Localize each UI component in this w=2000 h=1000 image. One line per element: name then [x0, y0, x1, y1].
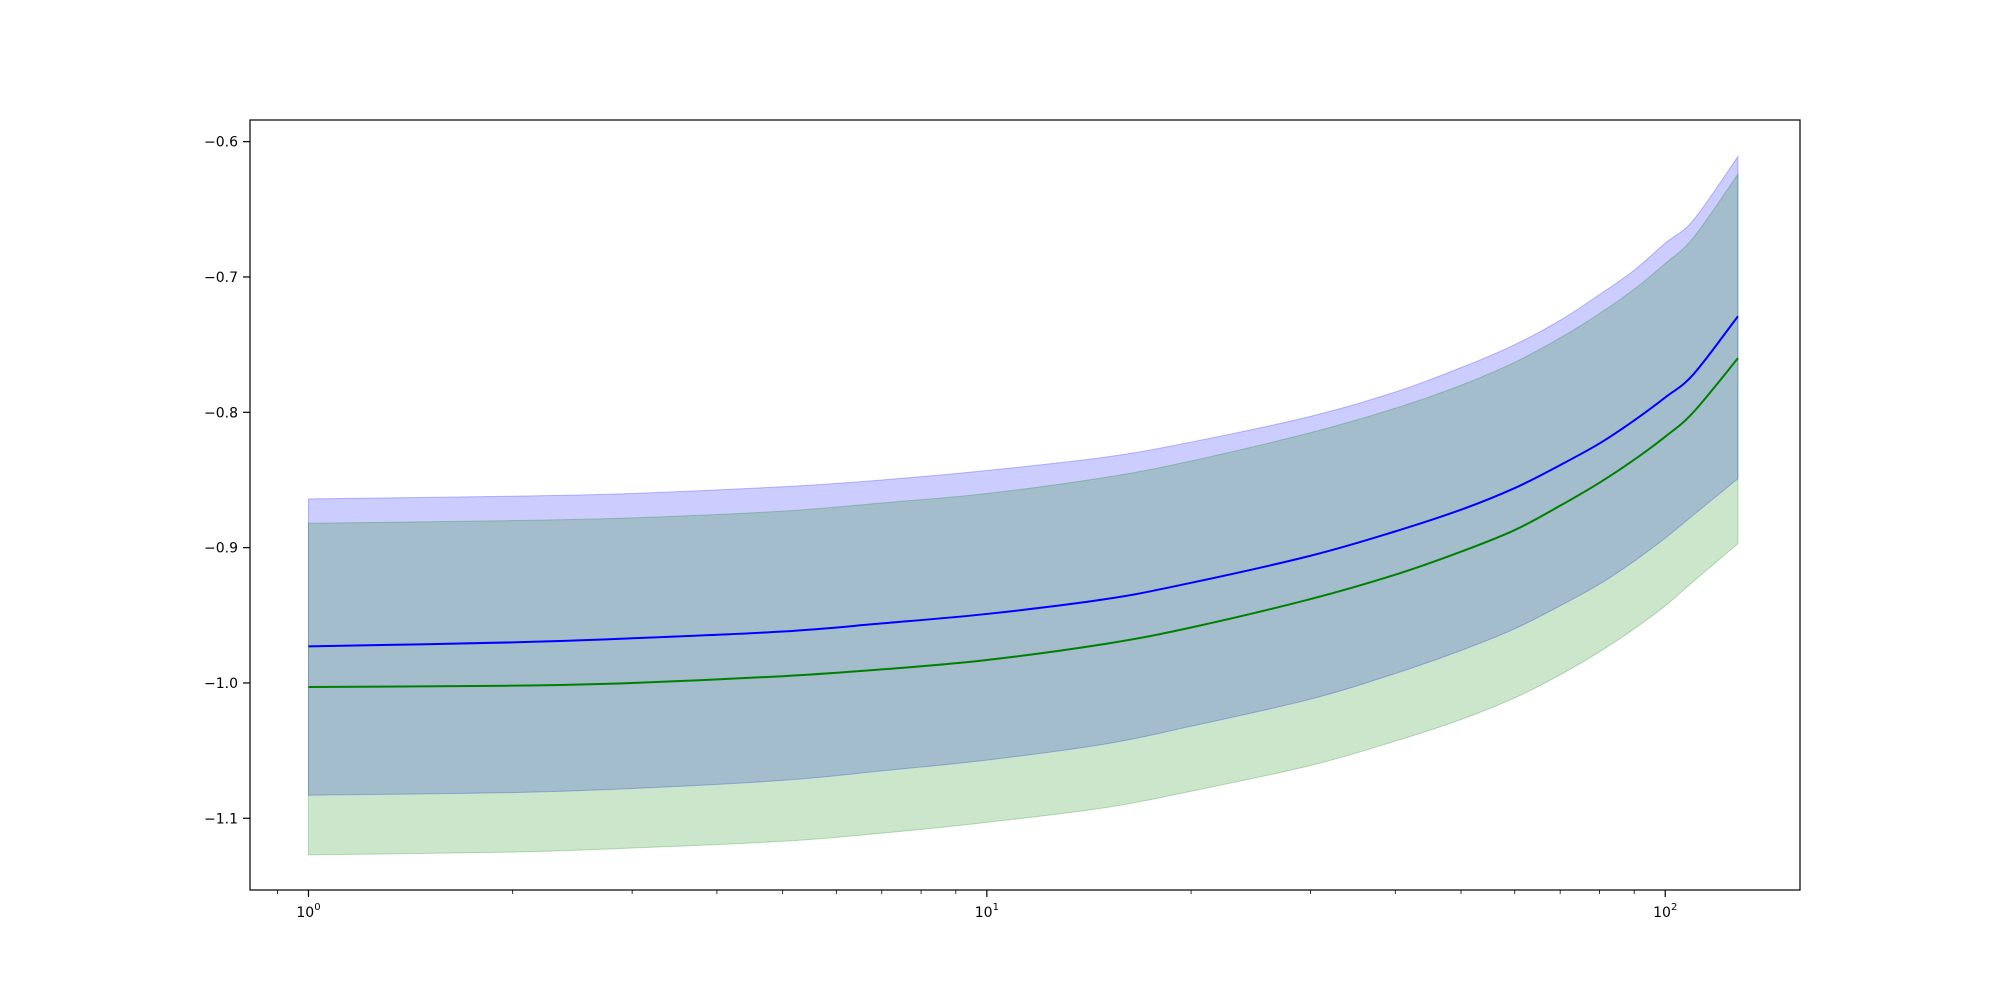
y-tick-label-3: −0.9: [204, 541, 238, 557]
x-tick-label-2: 102: [1653, 902, 1677, 921]
y-tick-label-2: −0.8: [204, 405, 238, 421]
line-series-2: [308, 357, 1739, 689]
y-tick-label-1: −0.7: [204, 270, 238, 286]
series-lines: [308, 315, 1739, 689]
x-axis: 100 101 102: [277, 890, 1677, 921]
x-tick-label-1: 101: [975, 902, 999, 921]
y-tick-label-5: −1.1: [204, 811, 238, 827]
y-axis: −0.6 −0.7 −0.8 −0.9 −1.0 −1.1: [204, 135, 250, 827]
x-tick-label-0: 100: [296, 902, 320, 921]
y-tick-label-0: −0.6: [204, 135, 238, 151]
plot-frame: [249, 119, 1801, 891]
y-tick-label-4: −1.0: [204, 676, 238, 692]
line-series-1: [308, 315, 1739, 648]
